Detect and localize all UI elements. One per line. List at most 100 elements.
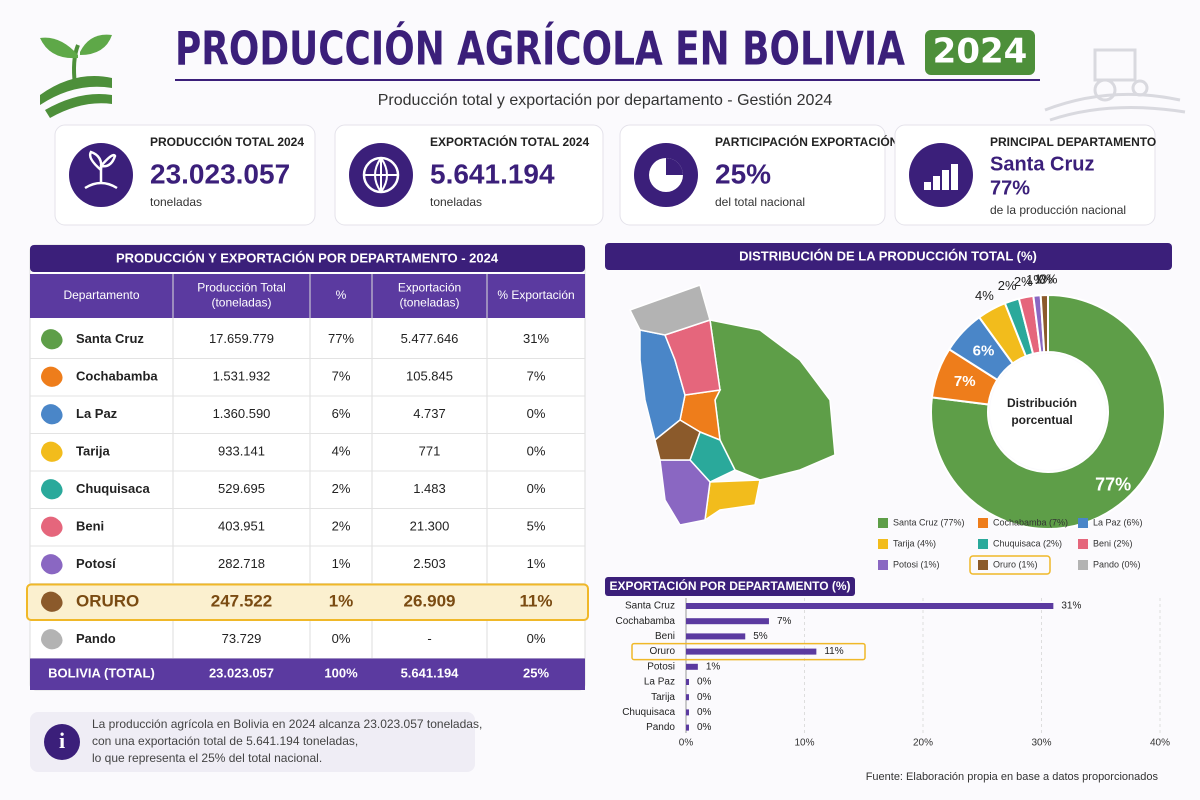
table-cell: 0%	[527, 444, 546, 459]
kpi-value: 77%	[990, 177, 1030, 199]
table-cell: Chuquisaca	[76, 481, 150, 496]
table-cell: 105.845	[406, 369, 453, 384]
kpi-unit: toneladas	[430, 195, 482, 209]
table-cell: 0%	[332, 631, 351, 646]
subtitle: Producción total y exportación por depar…	[378, 92, 833, 109]
kpi-unit: del total nacional	[715, 195, 805, 209]
legend-label: Cochabamba (7%)	[993, 517, 1068, 527]
info-box	[30, 712, 475, 772]
legend-label: La Paz (6%)	[1093, 517, 1143, 527]
y-tick-label: La Paz	[644, 677, 675, 688]
kpi-icon-glyph	[951, 164, 958, 190]
table-cell: 933.141	[218, 444, 265, 459]
legend-swatch	[978, 539, 988, 549]
legend-swatch	[1078, 539, 1088, 549]
total-row	[30, 658, 585, 690]
legend-swatch	[878, 539, 888, 549]
table-cell: Pando	[76, 631, 116, 646]
department-icon	[41, 554, 63, 575]
column-header: (toneladas)	[399, 296, 459, 310]
legend-label: Pando (0%)	[1093, 559, 1141, 569]
kpi-icon-glyph	[924, 182, 931, 190]
info-icon	[44, 724, 80, 760]
legend-label: Santa Cruz (77%)	[893, 517, 965, 527]
kpi-value: 5.641.194	[430, 158, 555, 189]
map-department	[628, 284, 711, 336]
x-tick-label: 20%	[913, 738, 933, 749]
column-header: % Exportación	[497, 288, 574, 302]
pie-value-label: 1%	[1034, 272, 1053, 287]
pie-value-label: 0%	[1039, 271, 1058, 286]
legend-label: Oruro (1%)	[993, 559, 1038, 569]
pie-value-label: 2%	[1014, 274, 1033, 289]
pie-value-label: 4%	[975, 288, 994, 303]
table-cell: 1%	[332, 556, 351, 571]
total-cell: 25%	[523, 666, 549, 681]
bar-value-label: 5%	[753, 631, 768, 642]
department-icon	[41, 591, 63, 612]
kpi-value: 23.023.057	[150, 158, 290, 189]
column-header: %	[336, 288, 347, 302]
kpi-unit: toneladas	[150, 195, 202, 209]
table-cell: 0%	[527, 406, 546, 421]
kpi-value: 25%	[715, 158, 771, 189]
bar	[686, 603, 1054, 609]
y-tick-label: Cochabamba	[616, 616, 676, 627]
pie-center	[990, 354, 1106, 470]
bar	[686, 618, 769, 625]
legend-label: Beni (2%)	[1093, 538, 1133, 548]
bar-highlight	[631, 642, 866, 661]
kpi-label: PRINCIPAL DEPARTAMENTO	[990, 135, 1156, 149]
table-cell: Potosí	[76, 556, 116, 571]
legend-swatch	[978, 560, 988, 570]
x-tick-label: 40%	[1150, 738, 1170, 749]
table-cell: 282.718	[218, 556, 265, 571]
table-cell: Santa Cruz	[76, 331, 144, 346]
bar-value-label: 1%	[706, 661, 721, 672]
department-icon	[41, 479, 63, 500]
kpi-label: PRODUCCIÓN TOTAL 2024	[150, 134, 304, 149]
x-tick-label: 10%	[794, 738, 814, 749]
table-title-bar	[30, 245, 585, 272]
bar-value-label: 0%	[697, 692, 712, 703]
table-title: PRODUCCIÓN Y EXPORTACIÓN POR DEPARTAMENT…	[116, 250, 499, 265]
table-cell: 17.659.779	[209, 331, 274, 346]
pie-value-label: 1%	[1026, 272, 1045, 287]
year-badge	[925, 30, 1035, 75]
bar-title-bar	[605, 577, 855, 596]
table-cell: 1%	[329, 592, 354, 611]
legend-swatch	[878, 560, 888, 570]
table-cell: Beni	[76, 519, 104, 534]
department-icon	[41, 629, 63, 650]
total-cell: 23.023.057	[209, 666, 274, 681]
table-cell: 4.737	[413, 406, 446, 421]
info-line: La producción agrícola en Bolivia en 202…	[92, 717, 482, 731]
info-icon-glyph: i	[59, 728, 65, 753]
total-cell: 100%	[324, 666, 358, 681]
bar-value-label: 11%	[824, 646, 843, 657]
kpi-card	[334, 124, 604, 226]
y-tick-label: Oruro	[649, 646, 675, 657]
table-cell: 0%	[527, 631, 546, 646]
department-icon	[41, 516, 63, 537]
table-cell: 0%	[527, 481, 546, 496]
x-tick-label: 0%	[679, 738, 694, 749]
column-header: Exportación	[398, 281, 461, 295]
department-icon	[41, 329, 63, 350]
kpi-unit: de la producción nacional	[990, 203, 1126, 217]
year: 2024	[933, 32, 1028, 72]
table-cell: 5%	[527, 519, 546, 534]
y-tick-label: Tarija	[651, 692, 675, 703]
legend-label: Tarija (4%)	[893, 538, 936, 548]
column-header: Producción Total	[197, 281, 286, 295]
table-cell: 1.531.932	[213, 369, 271, 384]
bar	[686, 648, 817, 655]
table-cell: 2.503	[413, 556, 446, 571]
legend-label: Chuquisaca (2%)	[993, 538, 1062, 548]
table-cell: 403.951	[218, 519, 265, 534]
table-cell: Tarija	[76, 444, 110, 459]
title: PRODUCCIÓN AGRÍCOLA EN BOLIVIA	[175, 22, 905, 76]
bar	[686, 694, 689, 701]
x-tick-label: 30%	[1031, 738, 1051, 749]
pie-value-label: 7%	[954, 373, 976, 390]
